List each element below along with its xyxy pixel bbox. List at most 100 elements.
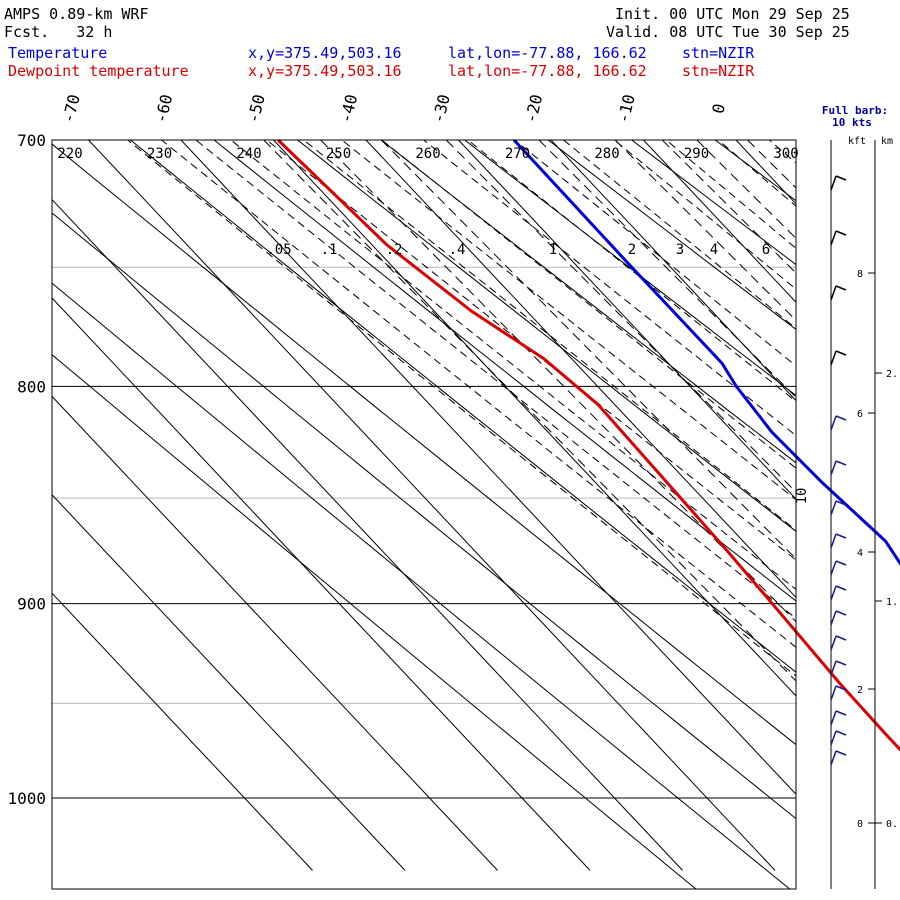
kft-tick-label: 6 (857, 409, 863, 420)
wind-barb (830, 710, 837, 726)
mixing-ratio-label: 10 (794, 488, 810, 505)
theta-label: 270 (505, 146, 530, 162)
wind-barb (835, 560, 847, 566)
wind-barb (830, 685, 837, 701)
theta-label: 240 (236, 146, 261, 162)
moist-adiabat (466, 140, 796, 403)
moist-adiabat (648, 0, 900, 900)
km-tick-label: 2. (886, 369, 898, 380)
temperature-tick-label: -10 (613, 92, 638, 125)
plot-frame (51, 139, 797, 890)
wind-barb (830, 730, 837, 746)
temperature-station: stn=NZIR (682, 44, 755, 62)
wind-barb (830, 500, 837, 516)
pressure-tick-label: 800 (17, 377, 46, 396)
wind-barb (835, 230, 847, 236)
temperature-tick-label: -70 (58, 92, 83, 125)
wind-barb (835, 175, 847, 181)
mixing-ratio-line (263, 140, 796, 682)
wind-barb (835, 660, 847, 666)
kft-tick-label: 2 (857, 685, 863, 696)
mixing-ratio-label: .2 (386, 242, 403, 258)
isotherm (52, 494, 406, 871)
kft-tick-label: 4 (857, 548, 863, 559)
theta-label: 280 (594, 146, 619, 162)
wind-barb (835, 635, 847, 641)
wind-barb (830, 230, 837, 246)
wind-barb (835, 685, 847, 691)
wind-barb (830, 415, 837, 431)
init-time: Init. 00 UTC Mon 29 Sep 25 (615, 5, 850, 23)
isotherm (52, 297, 591, 871)
mixing-ratio-label: 3 (676, 242, 684, 258)
dry-adiabat (630, 140, 796, 266)
dewpoint-legend: Dewpoint temperature (8, 62, 189, 80)
dry-adiabat (420, 0, 900, 900)
mixing-ratio-line (381, 140, 796, 560)
moist-adiabat (694, 0, 900, 900)
moist-adiabat (613, 140, 796, 290)
forecast-hour: Fcst. 32 h (4, 23, 113, 41)
wind-barb (835, 500, 847, 506)
mixing-ratio-line (814, 140, 900, 870)
wind-barb (830, 635, 837, 651)
dry-adiabat (580, 0, 900, 900)
wind-barb (830, 660, 837, 676)
kft-tick-label: 0 (857, 819, 863, 830)
valid-time: Valid. 08 UTC Tue 30 Sep 25 (606, 23, 850, 41)
mixing-ratio-label: 1 (549, 242, 557, 258)
isotherm (88, 140, 776, 871)
isotherm (458, 140, 796, 500)
dry-adiabat (52, 354, 697, 889)
temperature-xy: x,y=375.49,503.16 (248, 44, 402, 62)
mixing-ratio-label: 4 (710, 242, 718, 258)
moist-adiabat (422, 140, 796, 437)
mixing-ratio-label: .05 (266, 242, 291, 258)
temperature-latlon: lat,lon=-77.88, 166.62 (448, 44, 647, 62)
wind-barb (835, 750, 847, 756)
isotherm (52, 395, 498, 871)
km-tick-label: 0. (886, 819, 898, 830)
pressure-tick-label: 700 (17, 131, 46, 150)
wind-barb (835, 285, 847, 291)
kft-label: kft (848, 136, 866, 147)
wind-barb (830, 533, 837, 549)
barb-key-subtitle: 10 kts (832, 116, 872, 129)
isotherm (52, 198, 683, 871)
theta-label: 300 (773, 146, 798, 162)
wind-barb (835, 610, 847, 616)
wind-barb (835, 350, 847, 356)
moist-adiabat (665, 140, 796, 249)
mixing-ratio-label: .1 (321, 242, 338, 258)
isotherm (180, 140, 796, 795)
model-title: AMPS 0.89-km WRF (4, 5, 149, 23)
wind-barb (835, 585, 847, 591)
mixing-ratio-label: .4 (449, 242, 466, 258)
wind-barb (830, 610, 837, 626)
wind-barb (830, 460, 837, 476)
wind-barb (835, 533, 847, 539)
theta-label: 250 (326, 146, 351, 162)
isotherm (550, 140, 796, 402)
theta-label: 260 (415, 146, 440, 162)
dewpoint-xy: x,y=375.49,503.16 (248, 62, 402, 80)
mixing-ratio-label: 6 (762, 242, 770, 258)
isotherm (365, 140, 796, 599)
isotherm (273, 140, 796, 697)
wind-barb (830, 175, 837, 191)
temperature-tick-label: -30 (428, 92, 453, 125)
mixing-ratio-line (320, 140, 796, 623)
dewpoint-line (277, 138, 900, 752)
pressure-tick-label: 900 (17, 595, 46, 614)
mixing-ratio-line (747, 140, 796, 189)
mixing-ratio-line (614, 140, 796, 322)
wind-barb (835, 710, 847, 716)
moist-adiabat (549, 0, 900, 900)
